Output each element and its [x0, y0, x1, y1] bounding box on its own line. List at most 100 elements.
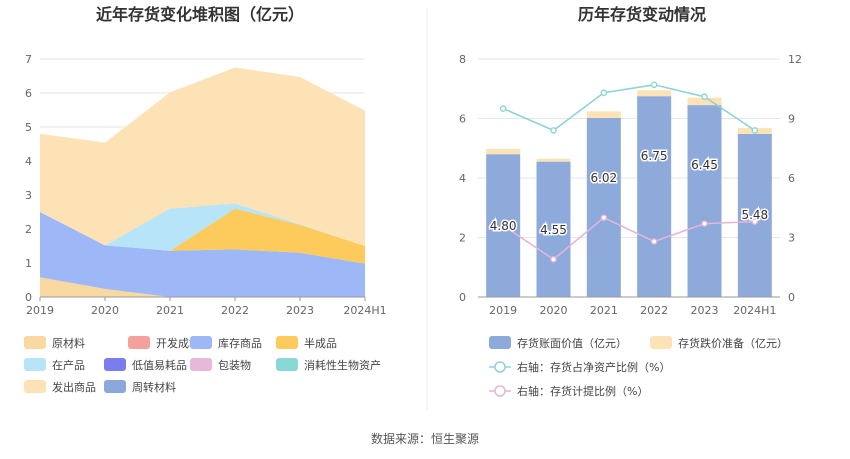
line-point — [701, 93, 708, 100]
left-y-tick-label: 5 — [25, 121, 32, 134]
line-point — [600, 214, 608, 221]
right-legend-label: 右轴：存货占净资产比例（%） — [517, 360, 670, 374]
right-y2-tick-label: 0 — [788, 291, 795, 304]
bar-data-label: 6.02 — [590, 171, 617, 185]
left-x-tick-label: 2019 — [26, 304, 54, 317]
left-legend-label: 开发成本 — [156, 336, 200, 350]
line-point — [600, 89, 608, 97]
left-legend-swatch — [190, 358, 212, 371]
left-y-tick-label: 6 — [25, 87, 32, 100]
right-y-tick-label: 6 — [459, 113, 466, 126]
right-y2-tick-label: 6 — [788, 172, 795, 185]
left-x-tick-label: 2022 — [221, 304, 249, 317]
area-series-3 — [40, 208, 365, 264]
area-series-4 — [40, 203, 365, 251]
left-legend-label: 包装物 — [218, 358, 251, 372]
right-legend-swatch — [489, 336, 511, 349]
left-legend-swatch — [128, 336, 150, 349]
left-y-tick-label: 3 — [25, 189, 32, 202]
bar-label-halo: 5.48 — [741, 208, 768, 222]
left-legend-swatch — [24, 358, 46, 371]
right-y2-tick-label: 9 — [788, 113, 795, 126]
right-x-tick-label: 2023 — [691, 304, 719, 317]
left-y-tick-label: 2 — [25, 223, 32, 236]
left-legend-label: 周转材料 — [132, 380, 176, 394]
right-legend-label: 右轴：存货计提比例（%） — [517, 384, 648, 398]
right-legend-label: 存货跌价准备（亿元） — [678, 336, 788, 350]
right-chart: 0 2 4 6 8 0 3 6 9 12 2019 2020 2021 2022 2023 2024H1 4.8… — [459, 53, 802, 317]
left-legend-swatch — [276, 358, 298, 371]
left-y-tick-label: 4 — [25, 155, 32, 168]
inventory-bar — [586, 117, 621, 297]
right-y-tick-label: 2 — [459, 232, 466, 245]
line-series-2 — [502, 83, 756, 132]
right-legend-label: 存货账面价值（亿元） — [517, 336, 627, 350]
left-legend-label: 半成品 — [304, 336, 337, 350]
left-y-tick-label: 7 — [25, 53, 32, 66]
left-chart: 0 1 2 3 4 5 6 7 2019 2020 2021 2022 2023 2024H1 — [25, 53, 387, 317]
right-legend-marker — [494, 361, 506, 373]
bar-label-halo: 4.80 — [490, 219, 517, 233]
bar-data-label: 4.80 — [490, 219, 517, 233]
line-point — [499, 105, 507, 112]
right-x-tick-label: 2020 — [540, 304, 568, 317]
line-point — [550, 127, 557, 134]
left-legend-swatch — [24, 380, 46, 393]
right-y2-tick-label: 12 — [788, 53, 802, 66]
provision-bar — [687, 97, 722, 106]
left-x-tick-label: 2024H1 — [343, 304, 386, 317]
bar-data-label: 6.45 — [691, 158, 718, 172]
inventory-bar — [637, 96, 672, 297]
right-x-tick-label: 2024H1 — [733, 304, 776, 317]
left-legend-label: 库存商品 — [218, 336, 262, 350]
left-legend-swatch — [276, 336, 298, 349]
left-chart-title: 近年存货变化堆积图（亿元） — [96, 5, 304, 24]
left-legend-swatch — [104, 358, 126, 371]
inventory-bar — [536, 161, 571, 297]
right-y-tick-label: 4 — [459, 172, 466, 185]
right-y2-tick-label: 3 — [788, 232, 795, 245]
left-legend-swatch — [190, 336, 212, 349]
right-x-tick-label: 2021 — [590, 304, 618, 317]
line-point — [650, 81, 658, 89]
bar-label-halo: 6.75 — [641, 149, 668, 163]
right-y-tick-label: 8 — [459, 53, 466, 66]
line-point — [650, 238, 658, 245]
inventory-bar — [687, 105, 722, 297]
bar-data-label: 5.48 — [741, 208, 768, 222]
right-legend: 存货账面价值（亿元） 存货跌价准备（亿元） 右轴：存货占净资产比例（%） 右轴：存货计… — [489, 336, 788, 398]
left-legend-swatch — [104, 380, 126, 393]
line-point — [550, 256, 557, 263]
provision-bar — [586, 111, 621, 118]
left-legend-label: 原材料 — [52, 336, 85, 350]
right-legend-swatch — [650, 336, 672, 349]
line-point — [499, 222, 507, 229]
left-y-tick-label: 1 — [25, 257, 32, 270]
line-point — [751, 127, 759, 134]
inventory-bar — [737, 133, 772, 297]
right-legend-marker — [494, 385, 506, 397]
left-x-tick-label: 2021 — [156, 304, 184, 317]
bar-label-halo: 4.55 — [540, 223, 567, 237]
left-legend-label: 发出商品 — [52, 380, 96, 394]
area-series-2 — [40, 212, 365, 297]
left-legend-label: 消耗性生物资产 — [304, 358, 381, 372]
left-legend-swatch — [24, 336, 46, 349]
line-series-3 — [502, 216, 755, 261]
line-point — [701, 220, 708, 227]
area-series-8 — [40, 67, 365, 246]
right-chart-title: 历年存货变动情况 — [578, 5, 706, 24]
left-x-tick-label: 2020 — [91, 304, 119, 317]
right-x-tick-label: 2019 — [489, 304, 517, 317]
provision-bar — [637, 90, 672, 97]
data-source: 数据来源：恒生聚源 — [370, 432, 479, 446]
bar-label-halo: 6.45 — [691, 158, 718, 172]
left-y-tick-label: 0 — [25, 291, 32, 304]
right-x-tick-label: 2022 — [640, 304, 668, 317]
bar-data-label: 6.75 — [641, 149, 668, 163]
left-legend-label: 在产品 — [52, 358, 85, 372]
provision-bar — [486, 148, 521, 155]
area-series-0 — [40, 277, 365, 297]
